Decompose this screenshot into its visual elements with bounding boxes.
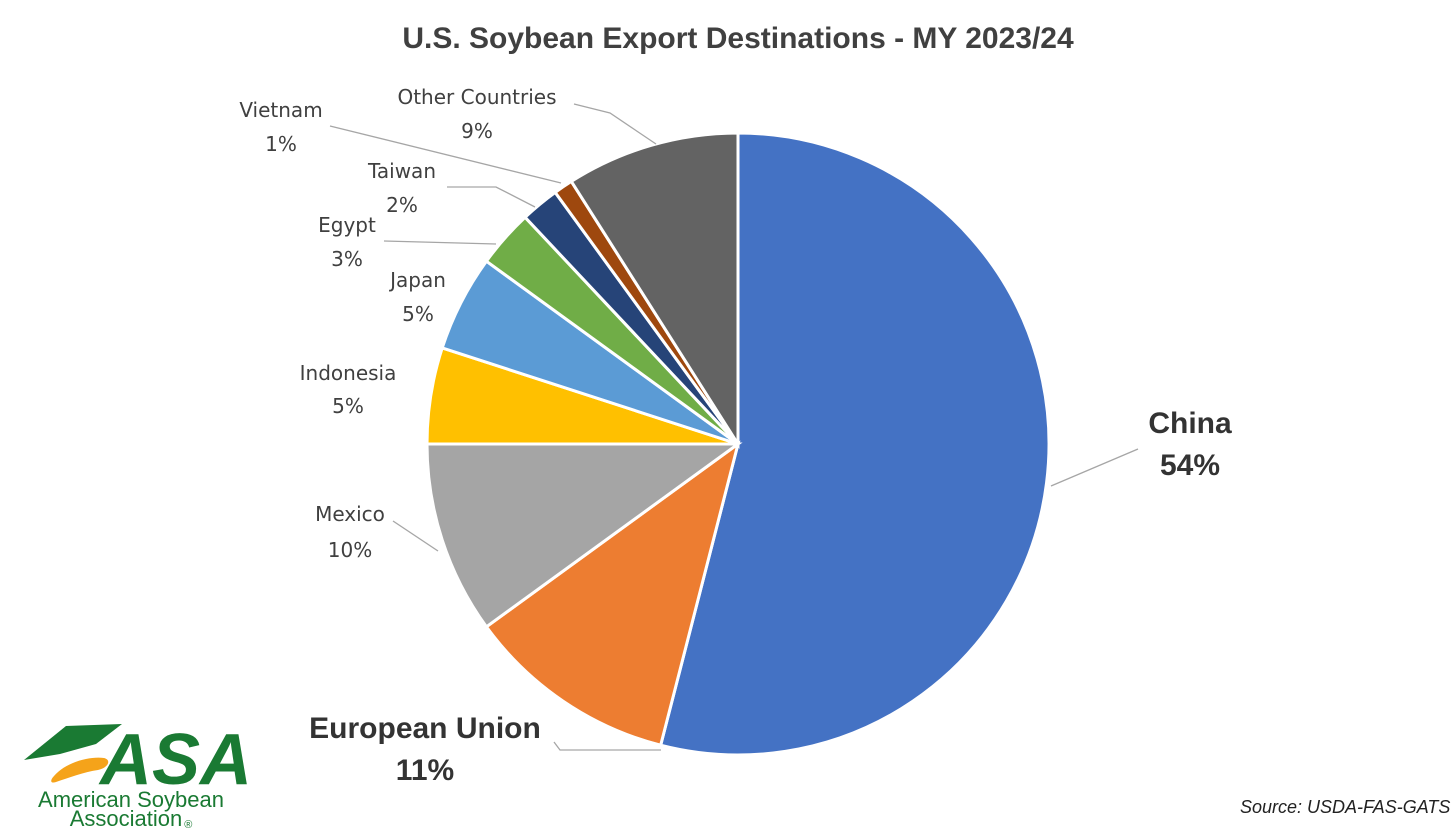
source-note: Source: USDA-FAS-GATS [1240,797,1451,817]
leader-line-taiwan [447,186,536,208]
asa-logo: ASA [24,720,252,800]
registered-mark: ® [184,819,193,831]
slice-value-mexico: 10% [328,538,372,562]
leader-line-other-countries [573,103,657,145]
slice-value-vietnam: 1% [265,132,297,156]
leader-line-vietnam [329,125,562,184]
asa-name-line1: American Soybean [38,787,224,812]
pie-slice-mexico [425,442,743,629]
pie-slice-european-union [484,440,741,748]
leader-line-mexico [392,520,439,552]
slice-label-other-countries: Other Countries [397,85,556,109]
slice-label-european-union: European Union [309,712,541,745]
slice-label-vietnam: Vietnam [239,98,322,122]
leader-line-egypt [383,240,497,245]
slice-value-china: 54% [1160,449,1220,482]
slice-label-mexico: Mexico [315,502,385,526]
asa-logo-swoosh [24,724,122,760]
pie-slices [425,131,1051,757]
slice-value-indonesia: 5% [332,394,364,418]
slice-value-taiwan: 2% [386,193,418,217]
asa-name-line2: Association ® [6,806,256,835]
asa-logo-name: American Soybean Association ® [6,787,256,835]
slice-labels: China 54% European Union 11% Mexico 10% Indone… [239,85,1232,787]
pie-slice-china [658,131,1051,757]
leader-line-european-union [553,741,661,751]
asa-logo-bean [51,757,109,783]
slice-label-japan: Japan [388,268,446,292]
slice-value-egypt: 3% [331,247,363,271]
slice-label-china: China [1148,407,1232,440]
slice-label-indonesia: Indonesia [300,361,397,385]
asa-name-association: Association [69,806,183,831]
pie-slice-other-countries [569,131,740,450]
slice-value-other-countries: 9% [461,119,493,143]
slice-value-european-union: 11% [396,754,454,787]
asa-logo-mark: ASA [98,720,252,800]
slice-value-japan: 5% [402,302,434,326]
slice-label-egypt: Egypt [318,213,376,237]
chart-title: U.S. Soybean Export Destinations - MY 20… [402,22,1074,55]
leader-line-china [1050,448,1139,487]
slice-label-taiwan: Taiwan [367,159,436,183]
leader-lines [329,103,1139,751]
